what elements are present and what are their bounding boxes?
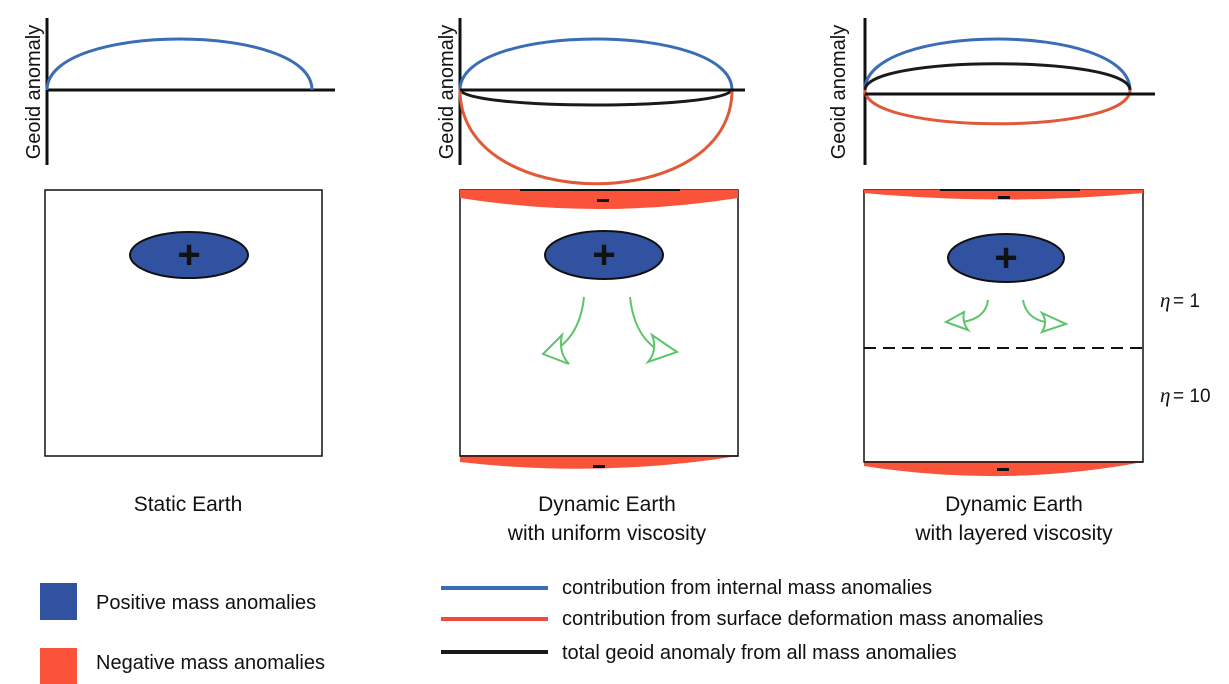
legend-swatch-positive [40, 583, 77, 620]
flow-arrow-right-head [1039, 310, 1069, 334]
y-axis-label: Geoid anomaly [23, 25, 45, 160]
plus-sign: + [592, 233, 615, 277]
viscosity-label-lower: η = 10 [1160, 383, 1211, 407]
total-geoid-curve [863, 62, 1132, 91]
mantle-flow-arrows [541, 296, 680, 365]
surface-deformation-curve [458, 89, 734, 186]
caption-static-earth: Static Earth [134, 493, 243, 516]
y-axis-label: Geoid anomaly [436, 25, 458, 160]
panel-layered-viscosity: Geoid anomaly + η = 1 η = 10 Dynamic Ear… [828, 18, 1211, 545]
flow-arrow-right-head [644, 332, 680, 365]
eta-symbol: η [1160, 288, 1170, 312]
negative-surface-anomaly-top [864, 190, 1143, 200]
surface-deformation-curve [863, 89, 1132, 126]
mantle-flow-arrows [943, 299, 1069, 334]
legend-label-surface: contribution from surface deformation ma… [562, 608, 1043, 630]
caption-layered-line2: with layered viscosity [914, 522, 1113, 545]
positive-mass-anomaly [544, 230, 664, 280]
caption-uniform-line1: Dynamic Earth [538, 493, 676, 516]
y-axis-label: Geoid anomaly [828, 25, 850, 160]
minus-sign-bottom [997, 468, 1009, 471]
legend-swatch-negative [40, 648, 77, 684]
panel-uniform-viscosity: Geoid anomaly + Dynamic Earth with unifo… [436, 18, 745, 545]
total-geoid-curve [458, 88, 734, 107]
eta-value: = 1 [1173, 291, 1200, 312]
viscosity-label-upper: η = 1 [1160, 288, 1200, 312]
legend-label-internal: contribution from internal mass anomalie… [562, 577, 932, 599]
legend-label-positive: Positive mass anomalies [96, 592, 316, 614]
geoid-plot-layered: Geoid anomaly [828, 18, 1155, 165]
internal-contribution-curve [863, 37, 1132, 91]
caption-layered-line1: Dynamic Earth [945, 493, 1083, 516]
negative-surface-anomaly-bottom [460, 456, 738, 469]
minus-sign-top [597, 199, 609, 202]
internal-contribution-curve [45, 37, 314, 91]
earth-box-layered [863, 189, 1144, 463]
legend-label-total: total geoid anomaly from all mass anomal… [562, 642, 957, 664]
flow-arrow-left-head [943, 310, 971, 333]
flow-arrow-left-shaft [962, 299, 989, 323]
flow-arrow-left-head [541, 331, 570, 365]
plus-sign: + [994, 236, 1017, 280]
caption-uniform-line2: with uniform viscosity [507, 522, 707, 545]
positive-mass-anomaly [947, 233, 1065, 283]
eta-symbol: η [1160, 383, 1170, 407]
eta-value: = 10 [1173, 386, 1211, 407]
geoid-plot-uniform: Geoid anomaly [436, 18, 745, 186]
flow-arrow-right-shaft [1022, 299, 1046, 323]
positive-mass-anomaly [129, 231, 249, 279]
earth-box-static [44, 189, 323, 457]
internal-contribution-curve [458, 37, 734, 91]
earth-box-uniform [459, 189, 739, 457]
minus-sign-bottom [593, 465, 605, 468]
panel-static-earth: Geoid anomaly + Static Earth [23, 18, 335, 516]
plus-sign: + [177, 233, 200, 277]
legend: Positive mass anomalies Negative mass an… [40, 577, 1043, 684]
legend-label-negative: Negative mass anomalies [96, 652, 325, 674]
geoid-plot-static: Geoid anomaly [23, 18, 335, 165]
minus-sign-top [998, 196, 1010, 199]
